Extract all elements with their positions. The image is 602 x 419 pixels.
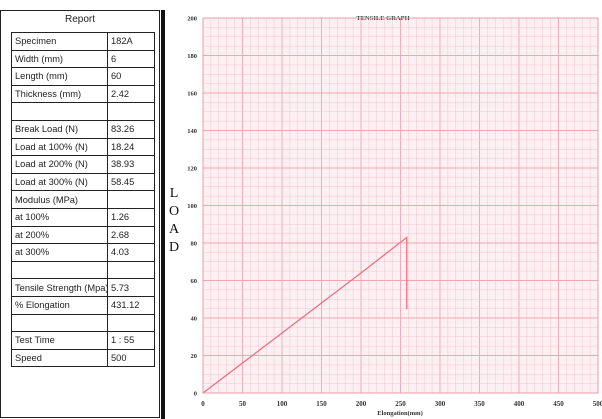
report-row-value: 83.26 <box>107 119 155 139</box>
report-row: at 200% 2.68 <box>11 225 155 245</box>
report-row: Test Time 1 : 55 <box>11 331 155 350</box>
report-row: % Elongation 431.12 <box>11 295 155 315</box>
report-row-label: Modulus (MPa) <box>11 190 108 209</box>
report-row-value: 500 <box>107 348 155 368</box>
report-row: at 100% 1.26 <box>11 207 155 227</box>
report-row-label: Speed <box>11 348 108 368</box>
y-tick-label: 60 <box>191 278 198 285</box>
report-row-value: 1.26 <box>107 207 155 227</box>
report-row-label: Load at 200% (N) <box>11 155 108 174</box>
report-row-label <box>11 313 108 333</box>
x-tick-label: 250 <box>395 400 406 408</box>
x-tick-label: 400 <box>514 400 525 408</box>
report-row: Specimen 182A <box>11 32 155 51</box>
report-row: Load at 100% (N) 18.24 <box>11 137 155 157</box>
x-tick-label: 150 <box>316 400 327 408</box>
report-row-label: Load at 300% (N) <box>11 172 108 192</box>
report-row: Tensile Strength (Mpa) 5.73 <box>11 278 155 297</box>
y-tick-label: 140 <box>187 128 197 135</box>
series-point <box>241 362 244 364</box>
report-row-value <box>107 313 155 333</box>
report-row <box>11 260 155 280</box>
series-point <box>406 308 408 310</box>
report-row: Speed 500 <box>11 348 155 368</box>
report-row: at 300% 4.03 <box>11 243 155 262</box>
y-tick-label: 200 <box>187 16 197 23</box>
report-row-value: 2.42 <box>107 84 155 104</box>
report-row <box>11 102 155 121</box>
chart-title: TENSILE GRAPH <box>356 15 409 22</box>
series-point <box>360 272 362 274</box>
report-row: Load at 300% (N) 58.45 <box>11 172 155 192</box>
report-row: Thickness (mm) 2.42 <box>11 84 155 104</box>
x-tick-label: 500 <box>593 400 602 408</box>
y-tick-label: 180 <box>187 53 197 60</box>
report-table: Specimen 182A Width (mm) 6 Length (mm) 60 Thic… <box>11 32 155 368</box>
y-axis-label-letter: L <box>170 186 179 201</box>
x-tick-label: 450 <box>553 400 564 408</box>
report-row-value: 18.24 <box>107 137 155 157</box>
x-tick-label: 200 <box>356 400 367 408</box>
y-tick-label: 100 <box>187 203 197 210</box>
report-row-label: at 200% <box>11 225 108 245</box>
report-row: Width (mm) 6 <box>11 49 155 69</box>
y-tick-label: 0 <box>194 391 197 398</box>
plot-border <box>202 17 599 394</box>
report-row-label: Width (mm) <box>11 49 108 69</box>
report-row-value: 60 <box>107 67 155 86</box>
report-row: Break Load (N) 83.26 <box>11 119 155 139</box>
report-row-label: Thickness (mm) <box>11 84 108 104</box>
report-row-value <box>107 190 155 209</box>
report-row: Load at 200% (N) 38.93 <box>11 155 155 174</box>
panel-divider <box>161 10 165 419</box>
report-row-label: Break Load (N) <box>11 119 108 139</box>
series-point <box>406 236 408 238</box>
x-tick-label: 100 <box>277 400 288 408</box>
report-row-label: Load at 100% (N) <box>11 137 108 157</box>
x-axis-label: Elongation(mm) <box>377 410 423 417</box>
report-row <box>11 313 155 333</box>
y-axis-label-letter: O <box>169 204 179 219</box>
report-row-value <box>107 260 155 280</box>
report-row-value: 38.93 <box>107 155 155 174</box>
report-row-value: 4.03 <box>107 243 155 262</box>
y-tick-label: 40 <box>191 316 198 323</box>
y-tick-label: 120 <box>187 166 197 173</box>
x-tick-label: 300 <box>435 400 446 408</box>
tensile-graph: 0 50 100 150 200 250 300 350 400 450 500 0 20 40 60 80 1… <box>165 10 602 419</box>
x-tick-label: 0 <box>201 400 205 408</box>
report-row-value: 6 <box>107 49 155 69</box>
y-axis-label-letter: A <box>169 222 180 237</box>
report-row-value: 182A <box>107 32 155 51</box>
report-row-value <box>107 102 155 121</box>
report-title: Report <box>64 14 95 25</box>
report-row-value: 431.12 <box>107 295 155 315</box>
report-row-value: 1 : 55 <box>107 331 155 350</box>
report-row-label: Test Time <box>11 331 108 350</box>
series-point <box>281 332 283 334</box>
report-row-label <box>11 260 108 280</box>
report-row: Modulus (MPa) <box>11 190 155 209</box>
y-tick-label: 20 <box>191 353 198 360</box>
report-panel: Report Specimen 182A Width (mm) 6 Length (mm… <box>0 10 160 418</box>
report-row-label: % Elongation <box>11 295 108 315</box>
report-row-label: Length (mm) <box>11 67 108 86</box>
y-axis-label-letter: D <box>169 240 179 255</box>
report-row: Length (mm) 60 <box>11 67 155 86</box>
report-row-label: at 100% <box>11 207 108 227</box>
series-point <box>320 302 323 304</box>
report-row-label: Specimen <box>11 32 108 51</box>
report-row-label: Tensile Strength (Mpa) <box>11 278 108 297</box>
x-tick-label: 350 <box>474 400 485 408</box>
y-tick-label: 80 <box>191 241 198 248</box>
x-tick-label: 50 <box>239 400 247 408</box>
report-row-value: 2.68 <box>107 225 155 245</box>
y-tick-label: 160 <box>187 91 197 98</box>
report-row-value: 58.45 <box>107 172 155 192</box>
report-row-label <box>11 102 108 121</box>
report-row-value: 5.73 <box>107 278 155 297</box>
report-row-label: at 300% <box>11 243 108 262</box>
